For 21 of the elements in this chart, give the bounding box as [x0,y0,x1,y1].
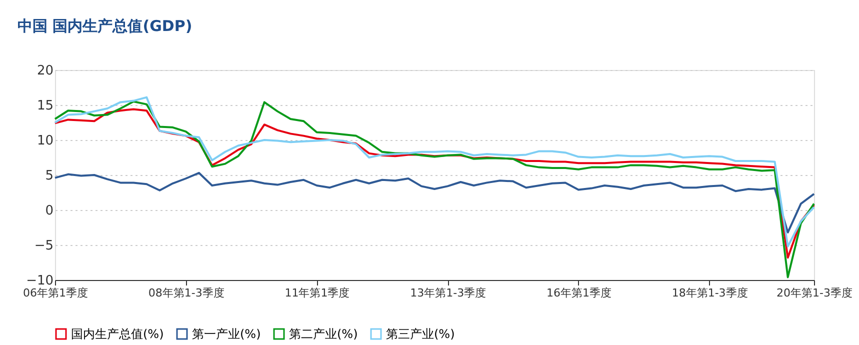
y-tick-label: −5 [34,238,54,254]
x-tick-label: 06年第1季度 [23,286,88,300]
chart-title: 中国 国内生产总值(GDP) [18,17,192,35]
y-tick-label: 20 [36,64,54,78]
y-tick-label: 0 [45,204,54,218]
legend-label: 国内生产总值(%) [71,327,164,341]
x-tick-label: 11年第1季度 [284,286,350,300]
y-tick-label: 5 [45,168,54,184]
y-tick-label: 10 [36,134,54,148]
legend-label: 第一产业(%) [192,327,261,341]
line-series [54,172,815,234]
legend-label: 第三产业(%) [386,327,455,341]
x-tick-label: 16年第1季度 [546,286,612,300]
x-tick-label: 13年第1-3季度 [410,286,486,300]
x-tick-label: 08年第1-3季度 [148,286,224,300]
x-tick-label: 18年第1-3季度 [672,286,748,300]
y-tick-label: −10 [26,274,54,288]
legend-label: 第二产业(%) [289,327,358,341]
line-series [54,100,815,278]
y-tick-label: 15 [36,98,54,114]
x-tick-label: 20年第1-3季度 [776,286,852,300]
